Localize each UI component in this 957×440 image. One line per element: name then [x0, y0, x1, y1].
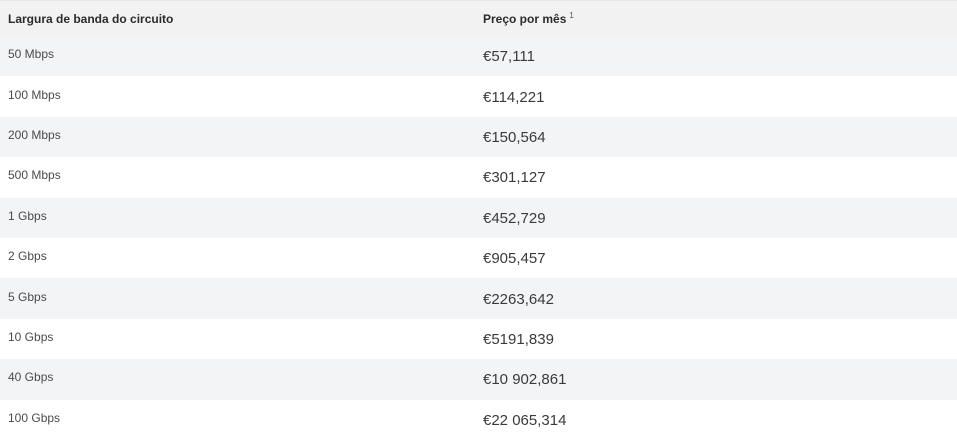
bandwidth-value: 50 Mbps: [8, 47, 55, 62]
bandwidth-value: 2 Gbps: [8, 249, 47, 264]
table-row: 100 Gbps €22 065,314: [0, 399, 957, 440]
bandwidth-cell: 5 Gbps: [0, 278, 475, 319]
price-cell: €5191,839: [475, 318, 957, 360]
bandwidth-cell: 50 Mbps: [0, 36, 475, 77]
table-row: 200 Mbps €150,564: [0, 116, 957, 158]
footnote-link[interactable]: 1: [569, 11, 574, 20]
bandwidth-cell: 10 Gbps: [0, 318, 475, 360]
price-value: €57,111: [483, 48, 535, 66]
bandwidth-cell: 500 Mbps: [0, 157, 475, 198]
price-cell: €905,457: [475, 237, 957, 279]
price-cell: €452,729: [475, 197, 957, 238]
price-cell: €2263,642: [475, 278, 957, 319]
table-body: 50 Mbps €57,111 100 Mbps €114,221 200 Mb…: [0, 36, 957, 440]
price-cell: €150,564: [475, 116, 957, 158]
price-value: €5191,839: [483, 330, 554, 348]
bandwidth-cell: 100 Gbps: [0, 399, 475, 440]
bandwidth-cell: 2 Gbps: [0, 237, 475, 279]
price-value: €22 065,314: [483, 411, 567, 429]
column-header-price-label: Preço por mês: [483, 12, 567, 26]
bandwidth-value: 40 Gbps: [8, 370, 54, 385]
table-row: 5 Gbps €2263,642: [0, 278, 957, 319]
bandwidth-cell: 200 Mbps: [0, 116, 475, 158]
price-cell: €57,111: [475, 36, 957, 77]
price-cell: €301,127: [475, 157, 957, 198]
price-value: €452,729: [483, 209, 546, 227]
column-header-bandwidth-label: Largura de banda do circuito: [8, 11, 174, 26]
header-row: Largura de banda do circuito Preço por m…: [0, 0, 957, 36]
bandwidth-value: 1 Gbps: [8, 208, 47, 223]
price-value: €2263,642: [483, 290, 554, 308]
price-value: €10 902,861: [483, 371, 567, 389]
bandwidth-cell: 1 Gbps: [0, 197, 475, 238]
table-row: 2 Gbps €905,457: [0, 237, 957, 279]
table-row: 40 Gbps €10 902,861: [0, 359, 957, 400]
bandwidth-value: 100 Gbps: [8, 410, 61, 425]
bandwidth-value: 10 Gbps: [8, 329, 54, 344]
price-value: €114,221: [483, 88, 545, 106]
bandwidth-value: 5 Gbps: [8, 289, 47, 304]
table-row: 50 Mbps €57,111: [0, 36, 957, 77]
bandwidth-cell: 100 Mbps: [0, 76, 475, 117]
price-value: €905,457: [483, 250, 546, 268]
price-value: €301,127: [483, 169, 546, 187]
table-header: Largura de banda do circuito Preço por m…: [0, 0, 957, 36]
bandwidth-value: 200 Mbps: [8, 127, 61, 142]
table-row: 500 Mbps €301,127: [0, 157, 957, 198]
price-value: €150,564: [483, 128, 546, 146]
table-row: 100 Mbps €114,221: [0, 76, 957, 117]
price-cell: €10 902,861: [475, 359, 957, 400]
column-header-price: Preço por mês 1: [475, 0, 957, 36]
table-row: 1 Gbps €452,729: [0, 197, 957, 238]
price-cell: €22 065,314: [475, 399, 957, 440]
table-row: 10 Gbps €5191,839: [0, 318, 957, 360]
column-header-bandwidth: Largura de banda do circuito: [0, 0, 475, 36]
price-cell: €114,221: [475, 76, 957, 117]
bandwidth-value: 500 Mbps: [8, 168, 61, 183]
bandwidth-cell: 40 Gbps: [0, 359, 475, 400]
bandwidth-value: 100 Mbps: [8, 87, 61, 102]
